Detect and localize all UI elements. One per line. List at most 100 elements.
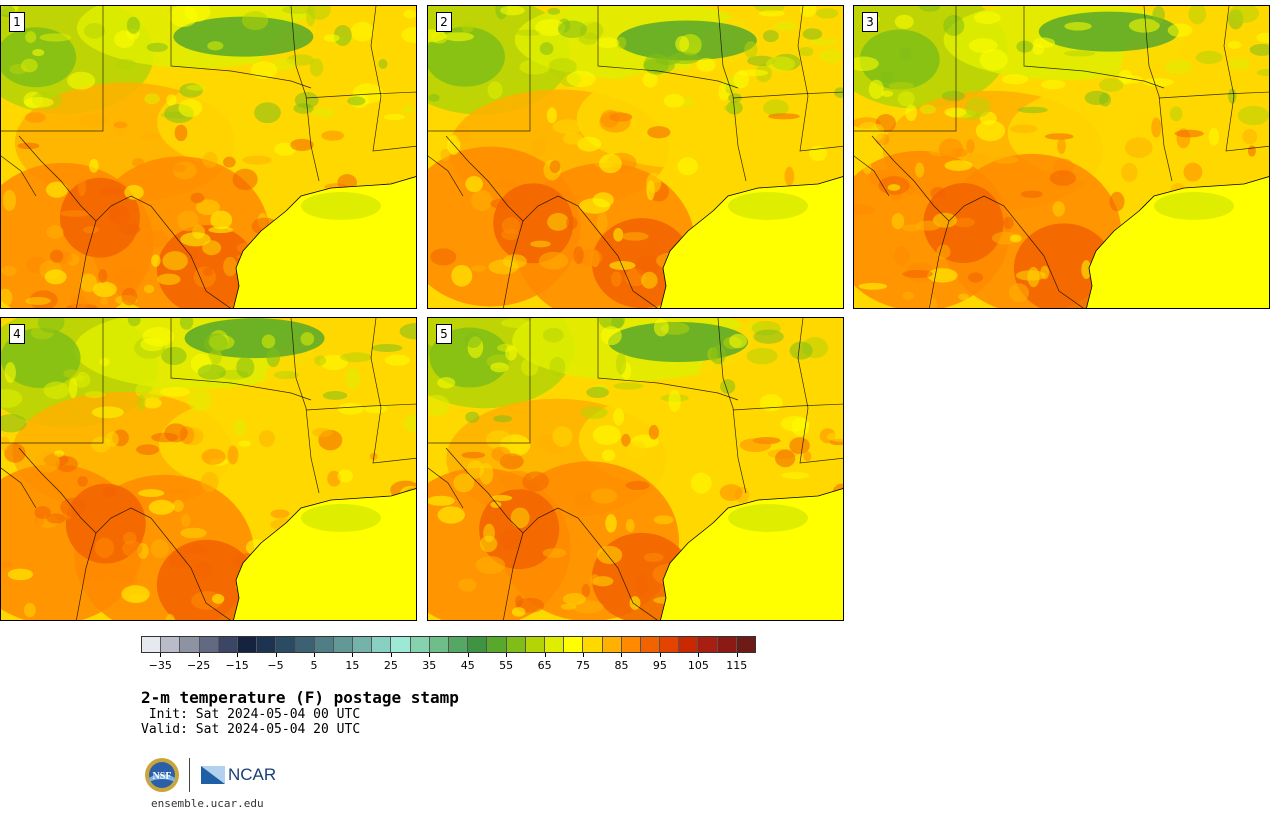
temperature-speckle: [799, 6, 817, 18]
temperature-speckle: [327, 470, 341, 487]
temperature-speckle: [113, 267, 142, 284]
temperature-speckle: [605, 514, 617, 533]
colorbar-swatch: [525, 637, 545, 652]
temperature-speckle: [207, 41, 224, 51]
temperature-speckle: [798, 46, 814, 57]
temperature-speckle: [1044, 133, 1074, 140]
temperature-speckle: [270, 509, 290, 519]
temperature-speckle: [241, 11, 269, 31]
temperature-speckle: [290, 138, 314, 152]
temperature-speckle: [973, 11, 1001, 25]
temperature-speckle: [114, 129, 126, 137]
colorbar-tick-label: 75: [576, 659, 591, 672]
temperature-speckle: [172, 499, 184, 512]
state-border: [76, 532, 97, 620]
temperature-speckle: [1183, 162, 1203, 182]
temperature-speckle: [77, 175, 86, 197]
temperature-speckle: [300, 332, 315, 346]
temperature-speckle: [1174, 129, 1204, 138]
colorbar-tick: [198, 653, 200, 657]
temperature-speckle: [493, 415, 512, 423]
colorbar-tick-label: 15: [345, 659, 360, 672]
temperature-speckle: [941, 90, 966, 101]
temperature-region: [684, 93, 825, 174]
colorbar-swatch: [736, 637, 755, 652]
temperature-speckle: [641, 271, 658, 289]
temperature-speckle: [1020, 190, 1043, 198]
temperature-speckle: [180, 232, 211, 247]
temperature-speckle: [1125, 137, 1153, 159]
state-border: [1, 155, 37, 197]
temperature-speckle: [647, 126, 671, 139]
temperature-speckle: [322, 391, 348, 400]
temperature-speckle: [625, 480, 650, 490]
temperature-speckle: [1, 288, 13, 307]
temperature-speckle: [105, 431, 119, 447]
temperature-speckle: [383, 113, 405, 121]
temperature-speckle: [711, 178, 734, 188]
temperature-speckle: [1242, 128, 1258, 145]
colorbar-tick-label: 35: [422, 659, 437, 672]
temperature-speckle: [124, 184, 144, 200]
temperature-speckle: [208, 349, 223, 365]
temperature-speckle: [1208, 127, 1220, 146]
colorbar-swatch: [333, 637, 354, 652]
ncar-logo-icon: [201, 766, 225, 784]
temperature-speckle: [648, 424, 659, 440]
coastline: [233, 488, 416, 620]
colorbar-swatch: [142, 637, 162, 652]
state-border: [18, 447, 231, 620]
temperature-speckle: [311, 107, 335, 118]
temperature-speckle: [643, 552, 664, 562]
temperature-speckle: [114, 30, 135, 49]
temperature-speckle: [428, 29, 446, 43]
temperature-speckle: [919, 6, 941, 12]
temperature-speckle: [719, 484, 743, 501]
temperature-speckle: [789, 437, 810, 455]
temperature-speckle: [1228, 41, 1242, 49]
temperature-speckle: [944, 107, 967, 118]
colorbar-tick: [506, 653, 508, 657]
temperature-speckle: [309, 58, 324, 77]
temperature-speckle: [136, 444, 160, 455]
temperature-speckle: [181, 513, 191, 528]
member-label-3: 3: [862, 12, 878, 32]
colorbar-tick-label: 55: [499, 659, 514, 672]
colorbar-swatch: [506, 637, 526, 652]
temperature-speckle: [282, 6, 313, 14]
temperature-speckle: [455, 125, 470, 143]
temperature-speckle: [519, 59, 551, 75]
state-border: [871, 135, 1084, 308]
temperature-speckle: [566, 216, 578, 230]
temperature-speckle: [613, 382, 644, 390]
colorbar-tick: [160, 653, 162, 657]
colorbar-tick: [313, 653, 315, 657]
temperature-speckle: [626, 440, 647, 459]
temperature-speckle: [485, 430, 512, 450]
state-border: [503, 220, 524, 308]
temperature-speckle: [25, 31, 37, 43]
temperature-speckle: [37, 318, 65, 334]
state-border: [445, 135, 658, 308]
temperature-speckle: [546, 107, 557, 124]
temperature-speckle: [250, 61, 278, 80]
temperature-speckle: [491, 494, 513, 502]
temperature-speckle: [145, 230, 169, 248]
temperature-speckle: [437, 506, 465, 524]
temperature-speckle: [535, 19, 566, 37]
member-label-4: 4: [9, 324, 25, 344]
temperature-speckle: [46, 513, 66, 524]
temperature-speckle: [46, 225, 64, 239]
temperature-speckle: [598, 318, 626, 330]
temperature-speckle: [160, 387, 191, 397]
colorbar-tick-label: 45: [460, 659, 475, 672]
temperature-speckle: [132, 157, 145, 167]
temperature-speckle: [598, 154, 622, 174]
colorbar-swatch: [468, 637, 488, 652]
temperature-speckle: [1142, 78, 1174, 87]
colorbar-tick-label: −5: [267, 659, 284, 672]
temperature-speckle: [773, 21, 798, 31]
temperature-speckle: [157, 273, 181, 285]
temperature-speckle: [1064, 22, 1092, 31]
temperature-speckle: [653, 318, 669, 337]
